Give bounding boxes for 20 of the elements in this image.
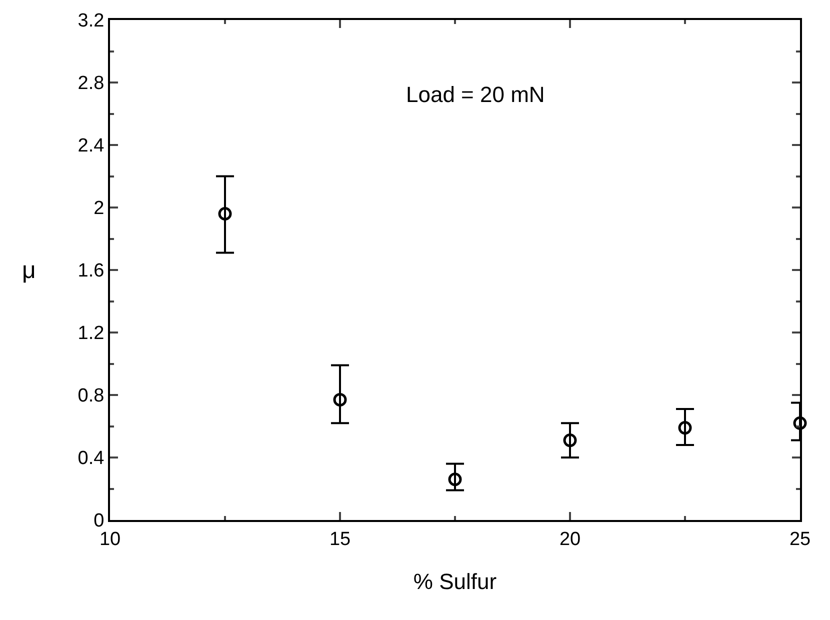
x-tick-label: 15: [329, 528, 351, 550]
y-tick-label: 0.4: [78, 448, 105, 470]
x-tick-label: 20: [559, 528, 581, 550]
point: [793, 416, 807, 430]
point: [678, 421, 692, 435]
annotation: Load = 20 mN: [406, 82, 545, 107]
y-tick-label: 2.4: [78, 136, 105, 157]
x-tick-label: 25: [789, 528, 811, 550]
y-tick-label: 3.2: [78, 10, 104, 32]
y-axis-title: μ: [22, 257, 36, 284]
x-axis-title: % Sulfur: [413, 569, 497, 594]
y-tick-label: 2: [94, 198, 104, 220]
y-tick-label: 0.8: [78, 386, 104, 407]
y-tick-label: 2.8: [78, 73, 104, 94]
y-tick-label: 1.6: [78, 260, 104, 282]
point: [218, 207, 232, 220]
y-tick-label: 1.2: [78, 323, 104, 344]
point: [563, 434, 577, 448]
point: [333, 392, 347, 406]
point: [448, 472, 462, 486]
